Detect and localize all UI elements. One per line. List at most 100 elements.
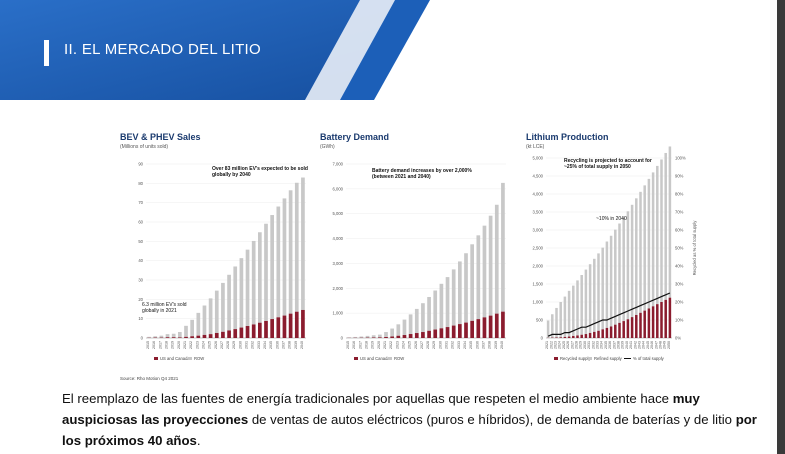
y-tick-label: 10	[138, 316, 143, 321]
bar-recycled-supply	[584, 334, 588, 338]
title-accent-bar	[44, 40, 49, 66]
bar-refined-supply	[639, 191, 642, 313]
x-tick-label: 2016	[152, 341, 156, 349]
bar-refined-supply	[622, 217, 625, 322]
x-tick-label: 2027	[220, 341, 224, 349]
bar-row	[301, 177, 305, 310]
bar-recycled-supply	[647, 308, 651, 338]
legend-label: US and Canada	[160, 356, 190, 361]
x-tick-label: 2036	[275, 341, 279, 349]
x-tick-label: 2040	[500, 341, 504, 349]
bar-us-and-canada	[451, 325, 456, 338]
bar-row	[165, 334, 170, 338]
bar-us-and-canada	[458, 324, 462, 338]
bar-row	[347, 337, 351, 338]
bar-row	[288, 190, 293, 314]
bar-recycled-supply	[609, 326, 613, 338]
bar-refined-supply	[597, 253, 600, 331]
x-tick-label: 2032	[451, 341, 455, 349]
bar-row	[390, 328, 394, 337]
line-percent-total-supply	[547, 292, 671, 337]
x-tick-label: 2022	[189, 341, 193, 349]
x-tick-label: 2039	[494, 341, 498, 349]
x-tick-label: 2016	[352, 341, 356, 349]
bar-refined-supply	[626, 211, 630, 320]
chart-annotation: Over 83 million EV's expected to be sold…	[212, 166, 308, 178]
bar-row	[458, 261, 462, 325]
x-tick-label: 2017	[158, 341, 162, 349]
x-tick-label: 2038	[617, 341, 621, 349]
x-tick-label: 2034	[463, 341, 467, 349]
body-text-bold: muy auspiciosas las proyecciones	[62, 391, 700, 427]
x-tick-label: 2033	[596, 341, 600, 349]
chart-annotation: ~10% in 2040	[596, 216, 627, 222]
y2-tick-label: 90%	[675, 174, 684, 179]
bar-row	[227, 274, 231, 331]
bar-row	[402, 319, 407, 336]
y-tick-label: 2,000	[333, 286, 344, 291]
x-tick-label: 2022	[549, 341, 553, 349]
section-banner	[0, 0, 430, 100]
bar-refined-supply	[559, 302, 562, 338]
x-tick-label: 2035	[469, 341, 473, 349]
bar-refined-supply	[580, 275, 583, 335]
bar-row	[433, 290, 438, 330]
bar-refined-supply	[668, 146, 672, 298]
bar-row	[294, 182, 299, 312]
bar-us-and-canada	[301, 309, 305, 338]
x-tick-label: 2030	[438, 341, 442, 349]
bar-us-and-canada	[227, 330, 231, 338]
y-tick-label: 0	[541, 336, 544, 341]
bar-row	[494, 204, 499, 314]
bar-row	[371, 335, 376, 338]
bar-row	[421, 303, 425, 333]
x-tick-label: 2034	[263, 341, 267, 349]
x-tick-label: 2024	[401, 341, 405, 349]
y2-tick-label: 100%	[675, 156, 686, 161]
bar-us-and-canada	[384, 337, 388, 338]
y-tick-label: 60	[138, 220, 143, 225]
body-text-part: de ventas de autos eléctricos (puros e h…	[248, 412, 736, 427]
x-tick-label: 2038	[288, 341, 292, 349]
x-tick-label: 2015	[146, 341, 150, 349]
x-tick-label: 2025	[562, 341, 566, 349]
x-tick-label: 2018	[165, 341, 169, 349]
chart-annotation: Battery demand increases by over 2,000% …	[372, 168, 472, 180]
bar-us-and-canada	[264, 320, 268, 338]
bar-recycled-supply	[622, 321, 625, 338]
bar-us-and-canada	[408, 334, 413, 338]
legend-swatch	[188, 357, 192, 360]
bar-recycled-supply	[618, 322, 621, 338]
chart-title: Lithium Production	[526, 132, 609, 142]
x-tick-label: 2037	[612, 341, 616, 349]
x-tick-label: 2026	[414, 341, 418, 349]
x-tick-label: 2020	[377, 341, 381, 349]
bar-row	[239, 258, 244, 328]
bar-us-and-canada	[184, 336, 188, 338]
bar-row	[427, 296, 431, 331]
bar-recycled-supply	[572, 336, 575, 338]
x-tick-label: 2030	[238, 341, 242, 349]
bar-row	[408, 314, 413, 335]
section-title: II. EL MERCADO DEL LITIO	[64, 41, 261, 58]
bar-row	[178, 332, 182, 338]
x-tick-label: 2041	[629, 341, 633, 349]
bar-us-and-canada	[378, 337, 382, 338]
bar-recycled-supply	[559, 337, 562, 338]
x-tick-label: 2040	[300, 341, 304, 349]
x-tick-label: 2023	[395, 341, 399, 349]
chart-title: Battery Demand	[320, 132, 390, 142]
x-tick-label: 2045	[646, 341, 650, 349]
bar-recycled-supply	[660, 302, 663, 338]
x-tick-label: 2025	[408, 341, 412, 349]
bar-recycled-supply	[656, 304, 659, 338]
body-text-bold: por los próximos 40 años	[62, 412, 757, 448]
bar-recycled-supply	[626, 319, 630, 338]
x-tick-label: 2039	[294, 341, 298, 349]
x-tick-label: 2034	[600, 341, 604, 349]
x-tick-label: 2029	[232, 341, 236, 349]
y-tick-label: 30	[138, 278, 143, 283]
y-tick-label: 80	[138, 181, 143, 186]
bar-refined-supply	[643, 185, 646, 311]
y-tick-label: 0	[141, 336, 144, 341]
